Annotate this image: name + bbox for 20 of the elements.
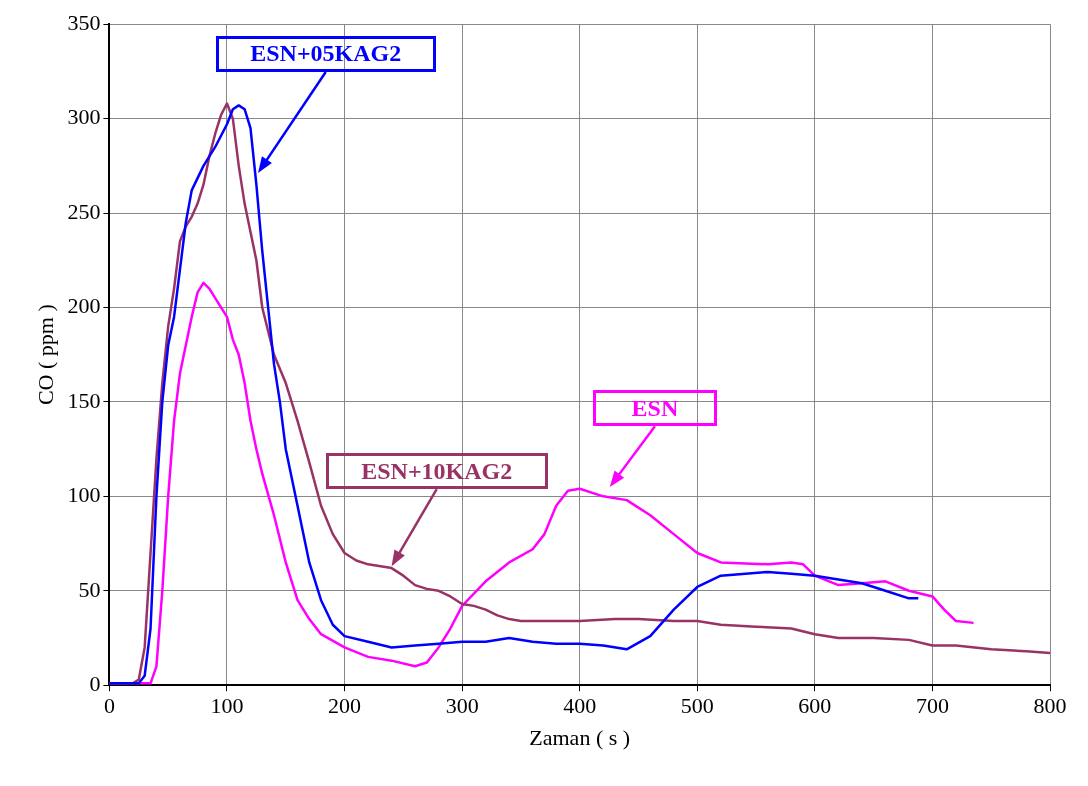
y-axis-title: CO ( ppm ) (32, 304, 58, 406)
y-tick-label: 50 (78, 576, 101, 602)
annotation: ESN+05KAG2 (215, 35, 436, 72)
x-tick-label: 300 (445, 693, 479, 719)
x-axis-title: Zaman ( s ) (529, 724, 631, 750)
y-tick-label: 350 (67, 9, 101, 35)
y-tick-label: 200 (67, 293, 101, 319)
x-tick-label: 600 (798, 693, 832, 719)
y-tick-label: 0 (89, 670, 101, 696)
x-tick-label: 200 (328, 693, 362, 719)
y-tick-label: 100 (67, 482, 101, 508)
x-tick-label: 500 (680, 693, 714, 719)
y-tick-label: 250 (67, 198, 101, 224)
y-tick-label: 300 (67, 104, 101, 130)
y-tick-label: 150 (67, 387, 101, 413)
x-tick-label: 100 (210, 693, 244, 719)
x-tick-label: 800 (1033, 693, 1067, 719)
x-tick-label: 400 (563, 693, 597, 719)
annotation: ESN (592, 390, 717, 427)
x-tick-label: 700 (915, 693, 949, 719)
